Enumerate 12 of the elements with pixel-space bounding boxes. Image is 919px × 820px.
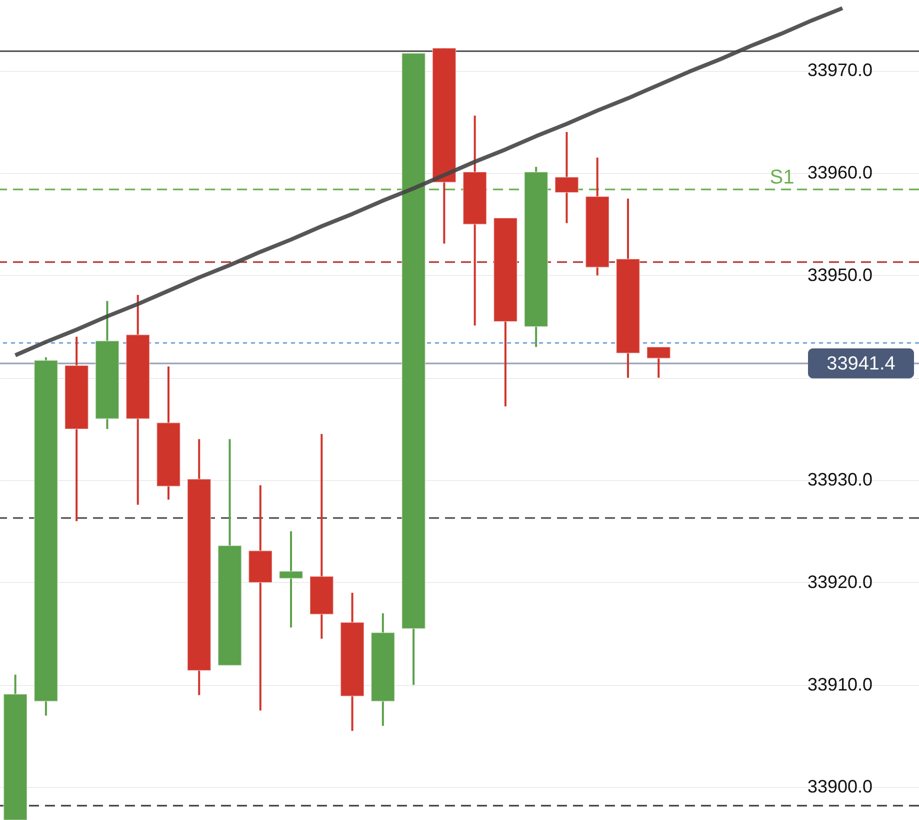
ref-line-label: S1 [770,166,794,188]
y-tick-label: 33920.0 [808,572,873,592]
y-tick-label: 33960.0 [808,162,873,183]
y-tick-label: 33900.0 [808,776,873,797]
y-tick-label: 33910.0 [808,674,873,694]
candlestick [278,530,304,629]
y-tick-label: 33970.0 [808,60,873,80]
candlestick [646,346,671,379]
y-tick-label: 33950.0 [808,264,873,285]
y-tick-label: 33930.0 [808,470,873,490]
candlestick [554,131,579,224]
ref-line-label: 33941.4 [826,353,896,374]
